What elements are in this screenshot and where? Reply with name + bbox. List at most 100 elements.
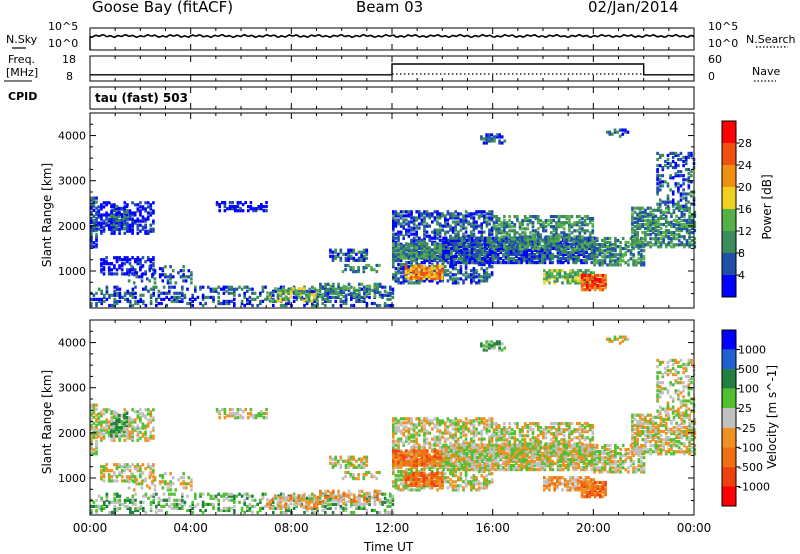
power-cell	[349, 268, 353, 272]
power-cell	[271, 291, 274, 295]
velocity-cell	[477, 437, 481, 441]
power-cell	[407, 210, 411, 214]
velocity-cell	[447, 445, 451, 449]
velocity-cell	[457, 453, 461, 457]
velocity-cell	[113, 496, 116, 500]
power-cell	[480, 226, 483, 230]
velocity-cell	[489, 459, 492, 464]
velocity-cell	[420, 449, 424, 453]
power-cell	[264, 297, 267, 301]
power-cell	[494, 248, 497, 252]
power-cell	[184, 279, 188, 283]
velocity-cell	[509, 464, 513, 468]
power-cell	[113, 293, 116, 297]
power-cell	[470, 236, 474, 240]
power-cell	[324, 282, 327, 286]
power-cell	[480, 214, 483, 218]
power-cell	[522, 254, 526, 259]
velocity-cell	[378, 491, 382, 495]
power-cell	[436, 210, 439, 214]
velocity-cell	[477, 421, 481, 425]
velocity-cell	[134, 498, 137, 502]
velocity-cell	[454, 417, 457, 421]
power-cell	[378, 294, 382, 299]
velocity-cell	[342, 508, 345, 513]
velocity-cell	[433, 479, 436, 483]
power-cell	[367, 263, 371, 268]
power-cell	[435, 266, 439, 270]
velocity-cell	[217, 508, 220, 513]
velocity-cell	[218, 412, 221, 416]
velocity-cell	[272, 510, 275, 515]
velocity-cell	[253, 498, 257, 502]
power-cell	[391, 295, 395, 299]
velocity-cell	[397, 439, 400, 443]
velocity-cell	[481, 455, 484, 459]
velocity-cell	[410, 459, 413, 463]
velocity-cell	[436, 453, 439, 457]
velocity-cell	[391, 510, 395, 515]
velocity-cell	[397, 459, 400, 463]
power-cell	[284, 299, 287, 303]
power-cell	[355, 258, 358, 262]
power-cell	[100, 299, 103, 303]
velocity-cell	[342, 495, 346, 499]
power-cell	[92, 198, 96, 202]
velocity-cell	[454, 480, 457, 484]
velocity-cell	[302, 498, 306, 502]
power-cell	[483, 220, 486, 224]
power-cell	[92, 204, 96, 208]
power-cell	[95, 218, 98, 222]
power-cell	[222, 291, 226, 295]
velocity-cell	[446, 425, 450, 429]
power-cell	[485, 244, 489, 248]
power-cell	[97, 215, 101, 219]
velocity-cell	[212, 506, 215, 510]
power-cell	[507, 261, 510, 265]
velocity-cell	[415, 461, 418, 465]
power-cell	[92, 241, 96, 245]
velocity-cell	[259, 498, 262, 502]
power-cell	[149, 258, 153, 262]
power-cell	[368, 284, 372, 288]
velocity-cell	[504, 464, 508, 468]
velocity-cell	[397, 463, 400, 467]
velocity-cell	[107, 424, 111, 428]
velocity-cell	[233, 510, 236, 515]
power-cell	[164, 275, 167, 279]
velocity-cell	[92, 431, 96, 436]
power-cell	[113, 297, 116, 301]
velocity-cell	[478, 445, 482, 449]
velocity-cell	[499, 468, 503, 472]
time-axis-label: Time UT	[364, 540, 414, 554]
power-cell	[113, 203, 116, 207]
velocity-cell	[243, 498, 246, 502]
power-cell	[464, 263, 468, 267]
power-cell	[331, 303, 335, 308]
velocity-cell	[113, 463, 116, 467]
velocity-cell	[431, 461, 434, 465]
power-cell	[347, 282, 351, 286]
power-cell	[404, 266, 408, 270]
power-cell	[276, 293, 280, 297]
power-cell	[102, 213, 106, 217]
power-cell	[342, 286, 346, 290]
power-cell	[331, 250, 335, 254]
power-cell	[355, 252, 358, 256]
power-cell	[230, 287, 233, 291]
velocity-cell	[190, 478, 193, 482]
power-cell	[392, 212, 395, 216]
velocity-cell	[420, 427, 424, 431]
power-cell	[207, 295, 210, 299]
power-cell	[483, 242, 487, 246]
velocity-cell	[457, 441, 460, 445]
velocity-cell	[357, 473, 360, 477]
power-cell	[423, 234, 426, 238]
power-cell	[102, 266, 106, 270]
velocity-cell	[397, 441, 400, 445]
power-cell	[297, 287, 300, 291]
velocity-cell	[107, 475, 111, 479]
power-cell	[415, 268, 418, 272]
velocity-cell	[107, 473, 111, 477]
power-cell	[112, 204, 116, 208]
